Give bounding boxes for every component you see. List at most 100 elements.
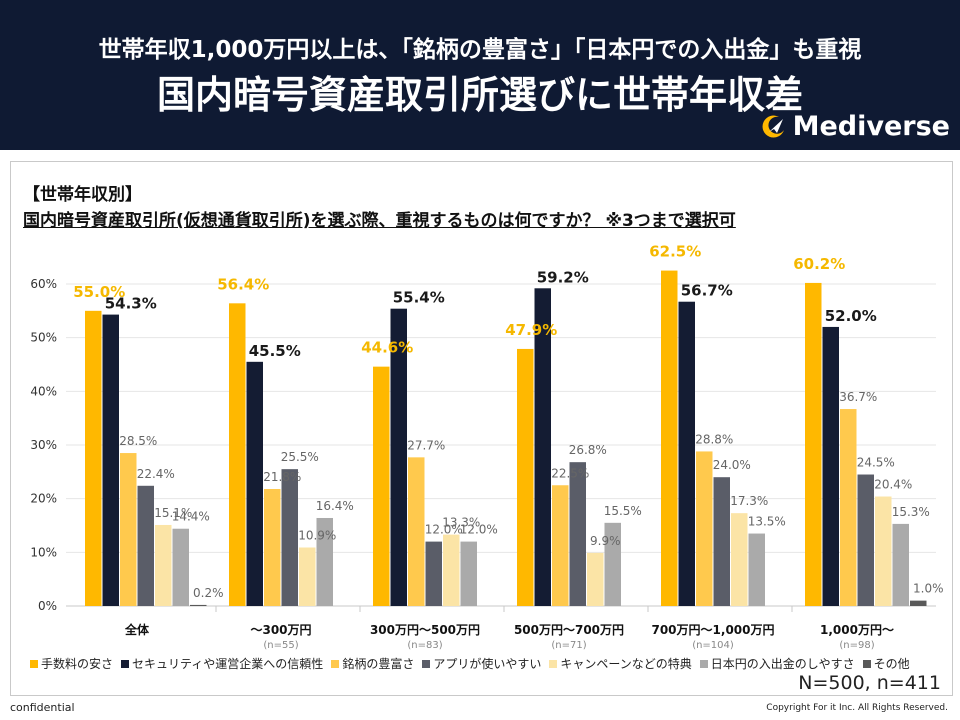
data-label: 16.4% (316, 499, 354, 513)
bar (281, 469, 298, 606)
legend-swatch (331, 659, 340, 668)
bar (678, 301, 695, 606)
legend-swatch (30, 659, 38, 668)
data-label: 62.5% (649, 243, 701, 261)
chart-panel (10, 161, 953, 696)
bar (443, 534, 460, 606)
legend-item: 手数料の安さ (30, 655, 113, 672)
legend-swatch (121, 659, 130, 668)
data-label: 44.6% (361, 339, 413, 357)
data-label: 22.4% (137, 467, 175, 481)
category-label: 全体 (124, 622, 150, 637)
category-note: (n=71) (551, 640, 586, 651)
mediverse-logo-icon (762, 115, 784, 138)
data-label: 21.8% (263, 470, 301, 484)
bar (569, 462, 586, 606)
category-label: 1,000万円〜 (820, 623, 894, 637)
data-label: 13.5% (748, 515, 786, 529)
bar (229, 303, 246, 606)
category-label: 300万円〜500万円 (370, 623, 480, 637)
category-note: (n=83) (407, 640, 442, 651)
legend-label: 銘柄の豊富さ (342, 657, 415, 671)
bar (408, 457, 425, 606)
logo: Mediverse (759, 111, 950, 142)
bar (246, 361, 263, 606)
title-line-2: 国内暗号資産取引所選びに世帯年収差 (156, 73, 803, 117)
bar (517, 348, 534, 606)
bar (604, 522, 621, 606)
data-label: 27.7% (407, 438, 445, 452)
logo-text: Mediverse (792, 111, 950, 142)
copyright-notice: Copyright For it Inc. All Rights Reserve… (766, 703, 948, 713)
bar (731, 513, 748, 606)
bar (822, 326, 839, 606)
data-label: 15.5% (604, 504, 642, 518)
title-line-1: 世帯年収1,000万円以上は、「銘柄の豊富さ」「日本円での入出金」も重視 (98, 37, 862, 63)
data-label: 13.3% (442, 516, 480, 530)
legend-label: 日本円の入出金のしやすさ (710, 657, 855, 671)
data-label: 15.3% (892, 505, 930, 519)
legend-label: 手数料の安さ (41, 657, 114, 671)
bar (910, 600, 927, 606)
category-note: (n=55) (263, 640, 298, 651)
bar (85, 310, 102, 606)
bar (552, 485, 569, 606)
data-label: 22.5% (551, 466, 589, 480)
header-banner: 世帯年収1,000万円以上は、「銘柄の豊富さ」「日本円での入出金」も重視 国内暗… (0, 0, 960, 150)
data-label: 54.3% (105, 295, 157, 313)
bar (875, 496, 892, 606)
bar (534, 288, 551, 606)
data-label: 60.2% (793, 255, 845, 273)
data-label: 45.5% (249, 342, 301, 360)
data-label: 28.5% (119, 434, 157, 448)
data-label: 52.0% (825, 307, 877, 325)
bar (316, 517, 333, 606)
data-label: 10.9% (298, 529, 336, 543)
y-tick-label: 50% (30, 331, 57, 345)
data-label: 56.4% (217, 275, 269, 293)
bar (857, 474, 874, 606)
data-label: 12.0% (425, 523, 463, 537)
bar (425, 541, 442, 606)
category-label: 〜300万円 (250, 623, 311, 637)
legend-swatch (422, 659, 431, 668)
chart-legend: 手数料の安さ セキュリティや運営企業への信頼性 銘柄の豊富さ アプリが使いやすい キャン… (30, 655, 910, 672)
data-label: 55.4% (393, 289, 445, 307)
y-tick-label: 0% (38, 599, 57, 613)
confidential-label: confidential (10, 701, 75, 714)
data-label: 26.8% (569, 443, 607, 457)
bar (661, 270, 678, 606)
bar (120, 453, 137, 606)
bar (892, 523, 909, 606)
data-label: 17.3% (730, 494, 768, 508)
bar (102, 314, 119, 606)
bar (172, 528, 189, 606)
legend-swatch (549, 659, 558, 668)
data-label: 47.9% (505, 321, 557, 339)
category-label: 700万円〜1,000万円 (651, 623, 774, 637)
legend-item: キャンペーンなどの特典 (549, 655, 692, 672)
data-label: 24.0% (713, 458, 751, 472)
y-tick-label: 40% (30, 384, 57, 398)
data-label: 24.5% (857, 456, 895, 470)
y-tick-label: 60% (30, 277, 57, 291)
data-label: 14.4% (172, 510, 210, 524)
bar (155, 524, 172, 606)
bar (190, 604, 207, 606)
data-label: 9.9% (590, 534, 621, 548)
legend-item: セキュリティや運営企業への信頼性 (121, 655, 323, 672)
data-label: 59.2% (537, 268, 589, 286)
bar (748, 533, 765, 606)
survey-question: 国内暗号資産取引所(仮想通貨取引所)を選ぶ際、重視するものは何ですか？ ※3つま… (23, 211, 736, 231)
bar (264, 489, 281, 606)
category-note: (n=104) (692, 640, 734, 651)
bar (373, 366, 390, 606)
category-note: (n=98) (839, 640, 874, 651)
bar (713, 477, 730, 606)
legend-item: その他 (862, 655, 910, 672)
legend-label: その他 (873, 657, 910, 671)
bar (696, 451, 713, 606)
data-label: 20.4% (874, 478, 912, 492)
bar (390, 308, 407, 606)
